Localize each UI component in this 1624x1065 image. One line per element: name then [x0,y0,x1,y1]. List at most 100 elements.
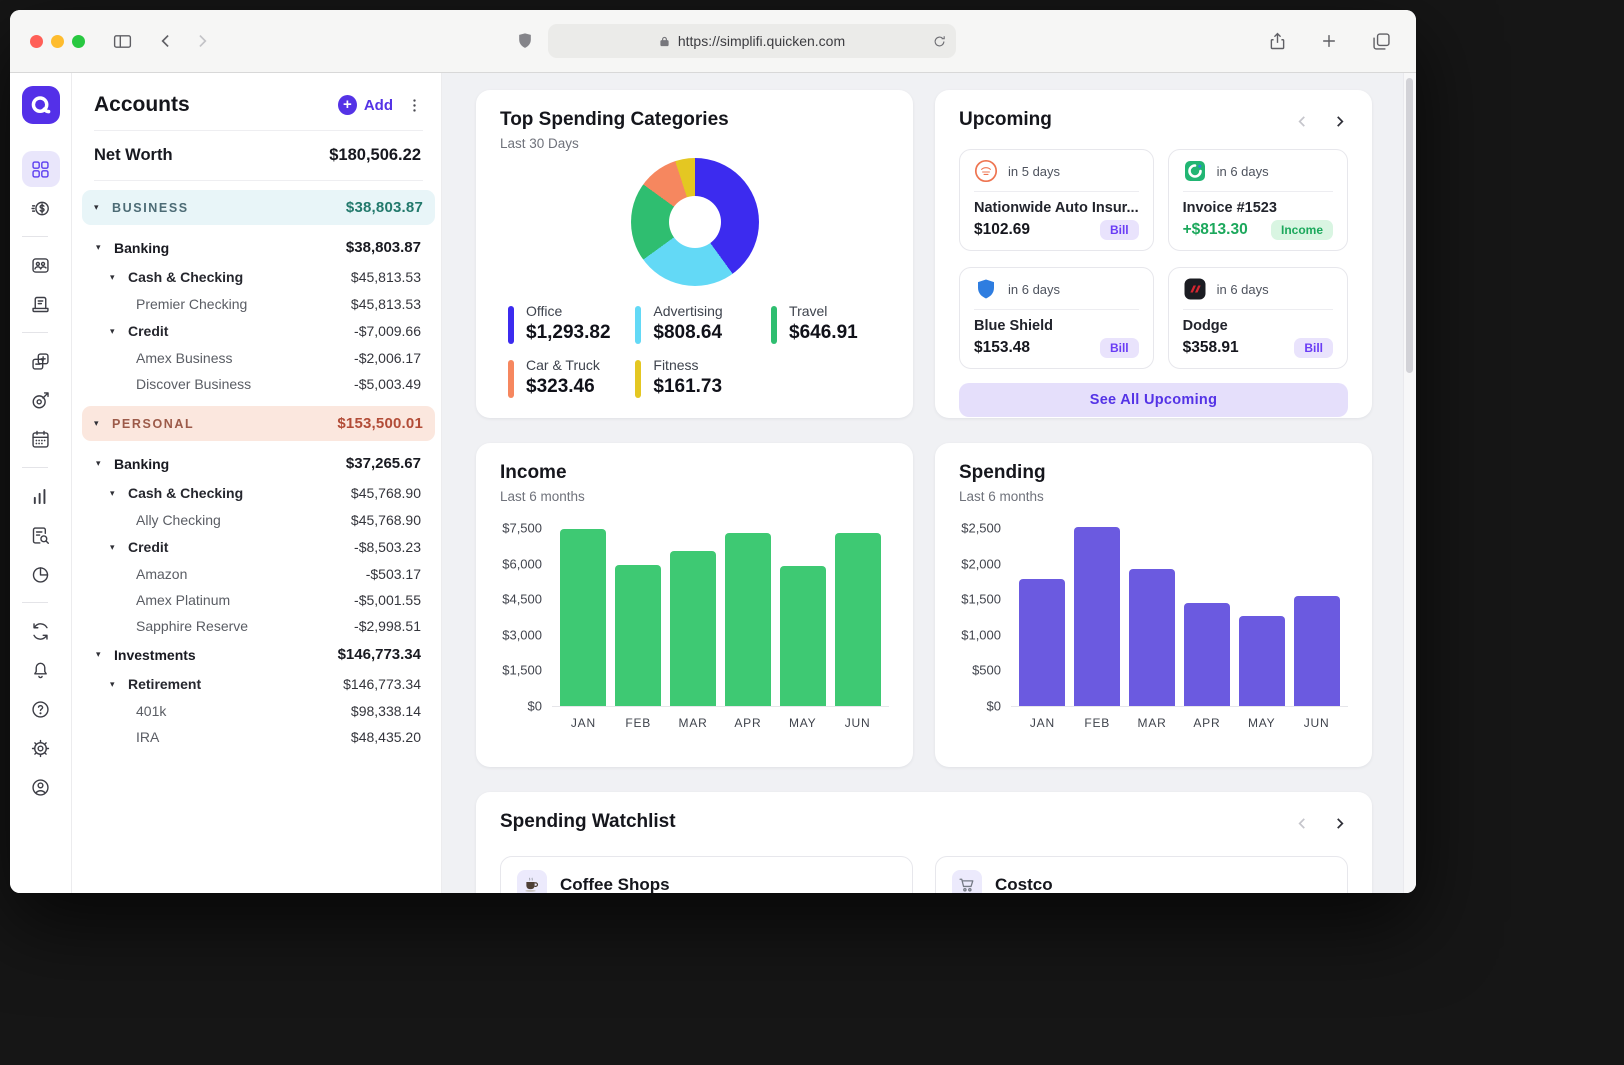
collapse-arrow-icon[interactable]: ▾ [110,541,115,552]
account-row[interactable]: Sapphire Reserve -$2,998.51 [94,613,423,639]
account-row[interactable]: ▾ PERSONAL $153,500.01 [82,406,435,441]
account-row[interactable]: ▾ Banking $38,803.87 [94,232,423,263]
account-row[interactable]: ▾ Banking $37,265.67 [94,448,423,479]
account-row[interactable]: ▾ Credit -$8,503.23 [94,533,423,561]
account-row[interactable]: ▾ Retirement $146,773.34 [94,670,423,698]
accounts-title: Accounts [94,93,190,116]
account-row[interactable]: Discover Business -$5,003.49 [94,371,423,397]
account-row[interactable]: IRA $48,435.20 [94,724,423,750]
rail-divider [21,236,48,237]
account-row[interactable]: ▾ Cash & Checking $45,768.90 [94,479,423,507]
calendar-icon[interactable] [22,421,60,457]
net-worth-value: $180,506.22 [329,146,421,164]
account-row[interactable]: Amex Business -$2,006.17 [94,345,423,371]
bar[interactable] [560,529,607,706]
add-account-button[interactable]: + Add [337,95,393,115]
upcoming-item[interactable]: in 5 days Nationwide Auto Insur... $102.… [959,149,1154,251]
search-reports-icon[interactable] [22,517,60,553]
bar[interactable] [779,565,826,706]
insights-icon[interactable] [22,556,60,592]
dashboard-icon[interactable] [21,151,60,187]
next-page-icon[interactable] [1331,113,1348,130]
bar[interactable] [1129,568,1176,706]
upcoming-item[interactable]: in 6 days Blue Shield $153.48 Bill [959,267,1154,369]
share-icon[interactable] [1262,26,1292,56]
collapse-arrow-icon[interactable]: ▾ [94,202,101,212]
account-row[interactable]: Amex Platinum -$5,001.55 [94,587,423,613]
collapse-arrow-icon[interactable]: ▾ [110,271,115,282]
sync-icon[interactable] [22,613,60,649]
collapse-arrow-icon[interactable]: ▾ [96,458,101,468]
profile-icon[interactable] [22,769,60,805]
reports-icon[interactable] [22,478,60,514]
legend-color-pill [635,306,642,344]
account-row[interactable]: ▾ Investments $146,773.34 [94,639,423,670]
collapse-arrow-icon[interactable]: ▾ [96,649,101,659]
back-button[interactable] [151,26,181,56]
account-row[interactable]: Premier Checking $45,813.53 [94,291,423,317]
see-all-upcoming-button[interactable]: See All Upcoming [959,383,1348,417]
account-row[interactable]: ▾ Cash & Checking $45,813.53 [94,263,423,291]
budgets-icon[interactable] [22,343,60,379]
privacy-shield-icon[interactable] [510,26,540,56]
watchlist-item[interactable]: Coffee Shops [500,856,913,893]
help-icon[interactable] [22,691,60,727]
prev-page-icon[interactable] [1294,113,1311,130]
bar[interactable] [1183,603,1230,706]
bills-icon[interactable] [22,286,60,322]
forward-button[interactable] [187,26,217,56]
accounts-menu-icon[interactable] [406,97,423,114]
scrollbar-thumb[interactable] [1406,78,1413,373]
account-row[interactable]: Ally Checking $45,768.90 [94,507,423,533]
new-tab-icon[interactable] [1314,26,1344,56]
settings-icon[interactable] [22,730,60,766]
account-label: Discover Business [136,376,252,392]
quicken-logo[interactable] [21,86,60,124]
watchlist-item[interactable]: Costco [935,856,1348,893]
account-label: Amex Business [136,350,233,366]
cashflow-icon[interactable] [22,190,60,226]
rail-divider [21,602,48,603]
minimize-window-button[interactable] [51,34,64,48]
y-tick-label: $1,000 [961,627,1001,643]
collapse-arrow-icon[interactable]: ▾ [110,678,115,689]
upcoming-item[interactable]: in 6 days Dodge $358.91 Bill [1167,267,1348,369]
collapse-arrow-icon[interactable]: ▾ [96,242,101,252]
account-row[interactable]: ▾ Credit -$7,009.66 [94,317,423,345]
upcoming-item[interactable]: in 6 days Invoice #1523 +$813.30 Income [1167,149,1348,251]
bar[interactable] [1074,526,1121,706]
zoom-window-button[interactable] [72,34,85,48]
goals-icon[interactable] [22,382,60,418]
plus-icon: + [337,95,357,115]
reload-icon[interactable] [932,34,947,49]
bar[interactable] [834,532,881,706]
bar[interactable] [670,550,717,706]
scrollbar-track[interactable] [1403,73,1416,893]
collapse-arrow-icon[interactable]: ▾ [110,487,115,498]
sidebar-toggle-icon[interactable] [107,26,137,56]
bar[interactable] [1238,615,1285,706]
address-bar[interactable]: https://simplifi.quicken.com [547,24,956,58]
collapse-arrow-icon[interactable]: ▾ [110,325,115,336]
account-balance: -$5,003.49 [354,376,421,392]
bar[interactable] [615,564,662,706]
bar[interactable] [724,532,771,706]
income-bar-chart[interactable]: $7,500 $6,000 $4,500 $3,000 $1,500 $0 JAN FEB MA… [500,521,889,730]
spending-donut-chart[interactable] [630,158,759,286]
collapse-arrow-icon[interactable]: ▾ [94,418,101,428]
close-window-button[interactable] [30,34,43,48]
prev-page-icon[interactable] [1294,815,1311,832]
account-row[interactable]: 401k $98,338.14 [94,698,423,724]
bar[interactable] [1019,579,1066,706]
browser-toolbar: https://simplifi.quicken.com [10,10,1416,73]
notifications-icon[interactable] [22,652,60,688]
spending-bar-chart[interactable]: $2,500 $2,000 $1,500 $1,000 $500 $0 JAN FEB MAR A… [959,521,1348,730]
account-row[interactable]: Amazon -$503.17 [94,561,423,587]
account-row[interactable]: ▾ BUSINESS $38,803.87 [82,190,435,225]
accounts-header: Accounts + Add [94,93,423,117]
accounts-icon[interactable] [22,247,60,283]
next-page-icon[interactable] [1331,815,1348,832]
bar[interactable] [1293,595,1340,706]
tab-overview-icon[interactable] [1366,26,1396,56]
y-tick-label: $1,500 [961,591,1001,607]
